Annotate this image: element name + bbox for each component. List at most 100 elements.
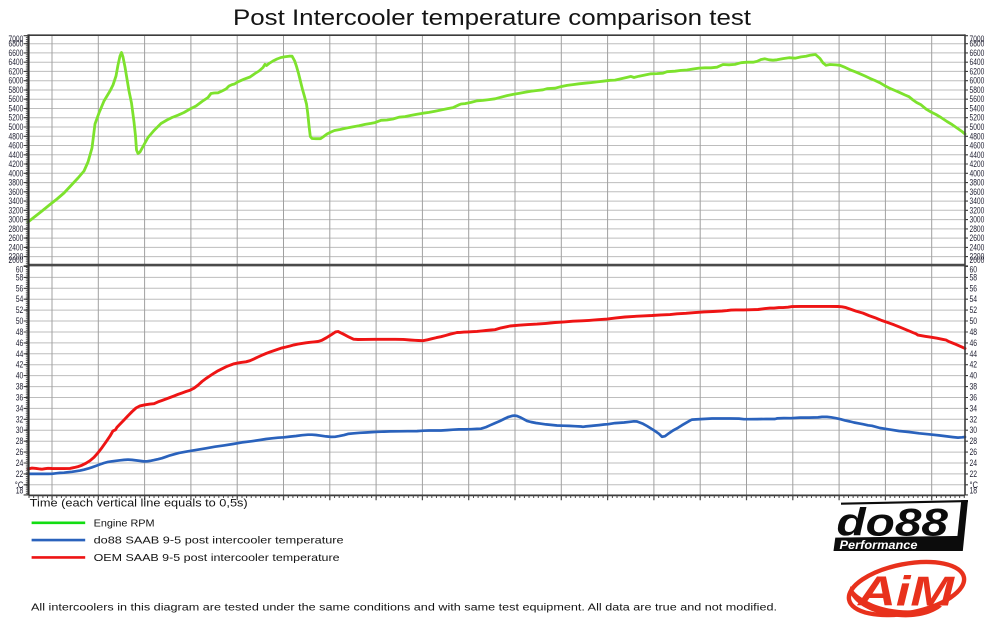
- svg-text:24: 24: [16, 458, 24, 468]
- svg-text:2800: 2800: [970, 224, 985, 234]
- svg-text:60: 60: [970, 265, 978, 275]
- svg-text:4400: 4400: [9, 150, 24, 160]
- svg-text:18: 18: [970, 486, 978, 496]
- svg-text:6200: 6200: [970, 66, 985, 76]
- svg-text:6000: 6000: [9, 76, 24, 86]
- svg-text:32: 32: [16, 414, 24, 424]
- svg-text:6000: 6000: [970, 76, 985, 86]
- svg-text:All intercoolers in this diagr: All intercoolers in this diagram are tes…: [31, 603, 777, 614]
- svg-text:24: 24: [970, 458, 978, 468]
- svg-text:5400: 5400: [970, 104, 985, 114]
- svg-text:4200: 4200: [970, 159, 985, 169]
- svg-text:do88: do88: [837, 502, 949, 545]
- svg-text:5600: 5600: [970, 94, 985, 104]
- svg-text:2600: 2600: [9, 233, 24, 243]
- svg-text:Performance: Performance: [840, 540, 919, 552]
- svg-text:40: 40: [16, 371, 24, 381]
- svg-text:54: 54: [16, 294, 24, 304]
- svg-text:5400: 5400: [9, 104, 24, 114]
- svg-text:58: 58: [16, 272, 24, 282]
- svg-text:34: 34: [16, 403, 24, 413]
- svg-text:3000: 3000: [9, 215, 24, 225]
- svg-text:4200: 4200: [9, 159, 24, 169]
- svg-text:3600: 3600: [9, 187, 24, 197]
- svg-text:do88 SAAB 9-5 post intercooler: do88 SAAB 9-5 post intercooler temperatu…: [94, 535, 344, 547]
- svg-text:5200: 5200: [9, 113, 24, 123]
- svg-text:52: 52: [16, 305, 24, 315]
- svg-text:3800: 3800: [9, 178, 24, 188]
- svg-text:50: 50: [16, 316, 24, 326]
- svg-text:4600: 4600: [9, 141, 24, 151]
- svg-text:6600: 6600: [970, 48, 985, 58]
- svg-text:2400: 2400: [9, 242, 24, 252]
- svg-text:56: 56: [16, 283, 24, 293]
- svg-text:4400: 4400: [970, 150, 985, 160]
- svg-text:AiM: AiM: [857, 568, 955, 615]
- svg-text:44: 44: [16, 349, 24, 359]
- svg-text:3200: 3200: [970, 205, 985, 215]
- svg-text:2200: 2200: [9, 252, 24, 262]
- svg-text:26: 26: [16, 447, 24, 457]
- svg-text:Time (each vertical line equal: Time (each vertical line equals to 0,5s): [30, 498, 248, 510]
- svg-text:38: 38: [16, 382, 24, 392]
- svg-text:2000: 2000: [970, 255, 985, 265]
- svg-text:22: 22: [16, 469, 24, 479]
- svg-text:4800: 4800: [970, 131, 985, 141]
- svg-text:°C: °C: [970, 480, 979, 490]
- svg-text:3800: 3800: [970, 178, 985, 188]
- svg-text:4800: 4800: [9, 131, 24, 141]
- svg-text:7000: 7000: [9, 34, 24, 44]
- svg-text:4000: 4000: [9, 168, 24, 178]
- svg-text:6200: 6200: [9, 66, 24, 76]
- svg-text:4600: 4600: [970, 141, 985, 151]
- svg-text:42: 42: [16, 360, 24, 370]
- svg-text:6400: 6400: [970, 57, 985, 67]
- svg-text:30: 30: [970, 425, 978, 435]
- svg-text:48: 48: [970, 327, 978, 337]
- svg-text:18: 18: [16, 486, 24, 496]
- svg-text:4000: 4000: [970, 168, 985, 178]
- svg-text:6800: 6800: [9, 39, 24, 49]
- svg-text:38: 38: [970, 382, 978, 392]
- svg-text:48: 48: [16, 327, 24, 337]
- svg-text:3400: 3400: [970, 196, 985, 206]
- svg-text:3000: 3000: [970, 215, 985, 225]
- svg-text:2200: 2200: [970, 252, 985, 262]
- svg-text:Engine RPM: Engine RPM: [94, 517, 155, 529]
- svg-text:3600: 3600: [970, 187, 985, 197]
- svg-text:28: 28: [16, 436, 24, 446]
- svg-text:Post Intercooler temperature c: Post Intercooler temperature comparison …: [233, 5, 751, 30]
- svg-text:46: 46: [970, 338, 978, 348]
- svg-text:5200: 5200: [970, 113, 985, 123]
- svg-text:52: 52: [970, 305, 978, 315]
- svg-text:°C: °C: [15, 480, 24, 490]
- svg-text:5800: 5800: [970, 85, 985, 95]
- svg-text:34: 34: [970, 403, 978, 413]
- svg-text:2600: 2600: [970, 233, 985, 243]
- svg-text:56: 56: [970, 283, 978, 293]
- svg-text:40: 40: [970, 371, 978, 381]
- svg-text:60: 60: [16, 265, 24, 275]
- svg-text:42: 42: [970, 360, 978, 370]
- svg-text:26: 26: [970, 447, 978, 457]
- svg-text:2400: 2400: [970, 242, 985, 252]
- svg-text:36: 36: [16, 393, 24, 403]
- svg-text:30: 30: [16, 425, 24, 435]
- svg-text:28: 28: [970, 436, 978, 446]
- svg-text:6600: 6600: [9, 48, 24, 58]
- svg-text:5800: 5800: [9, 85, 24, 95]
- svg-text:46: 46: [16, 338, 24, 348]
- svg-text:6800: 6800: [970, 39, 985, 49]
- svg-text:3400: 3400: [9, 196, 24, 206]
- svg-text:2000: 2000: [9, 255, 24, 265]
- svg-text:2800: 2800: [9, 224, 24, 234]
- svg-text:36: 36: [970, 393, 978, 403]
- svg-text:OEM SAAB 9-5 post intercooler: OEM SAAB 9-5 post intercooler temperatur…: [94, 552, 340, 564]
- svg-text:6400: 6400: [9, 57, 24, 67]
- svg-text:54: 54: [970, 294, 978, 304]
- svg-text:44: 44: [970, 349, 978, 359]
- svg-text:50: 50: [970, 316, 978, 326]
- svg-text:32: 32: [970, 414, 978, 424]
- svg-text:22: 22: [970, 469, 978, 479]
- svg-text:5000: 5000: [970, 122, 985, 132]
